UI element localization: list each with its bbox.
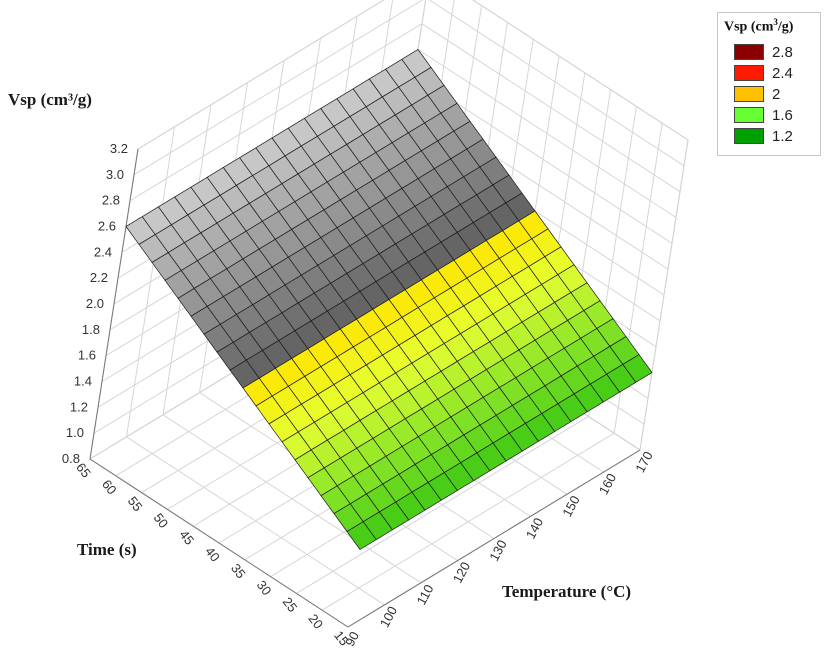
legend-entry: 1.6 (734, 105, 814, 126)
grid-line (296, 415, 589, 594)
vsp-axis-line (89, 148, 139, 460)
y-tick-label: 50 (151, 510, 172, 531)
z-tick-label: 1.2 (70, 399, 88, 414)
y-tick-label: 20 (305, 611, 326, 632)
z-tick-label: 2.8 (102, 193, 120, 208)
y-tick-label: 35 (228, 561, 249, 582)
y-axis-title: Time (s) (77, 540, 137, 559)
z-tick-label: 2.4 (94, 244, 112, 259)
grid-line (126, 126, 175, 437)
z-tick-label: 1.6 (78, 348, 96, 363)
legend-swatch (734, 65, 764, 82)
time-axis-line (89, 458, 349, 628)
surface-cell (346, 521, 377, 550)
y-tick-label: 40 (202, 544, 223, 565)
z-tick-label: 2.6 (98, 219, 116, 234)
z-tick-label: 1.8 (82, 322, 100, 337)
legend-entries: 2.8 2.4 2 1.6 1.2 (724, 42, 814, 147)
y-tick-label: 45 (176, 527, 197, 548)
legend-label: 1.2 (772, 127, 793, 145)
x-tick-label: 90 (342, 629, 362, 649)
x-axis-title: Temperature (°C) (502, 582, 632, 601)
grid-line (639, 139, 689, 451)
legend-entry: 1.2 (734, 126, 814, 147)
legend-entry: 2 (734, 84, 814, 105)
legend-entry: 2.4 (734, 63, 814, 84)
legend-swatch (734, 44, 764, 61)
z-tick-label: 1.0 (66, 425, 84, 440)
legend-swatch (734, 128, 764, 145)
z-tick-label: 2.2 (90, 270, 108, 285)
legend-entry: 2.8 (734, 42, 814, 63)
tick-labels: 0.8 1.0 1.2 1.4 1.6 1.8 2.0 2.2 2.4 2.6 2.8 3.0 3.2 9… (62, 141, 656, 649)
grid-line (321, 432, 615, 611)
legend-label: 1.6 (772, 106, 793, 124)
y-tick-label: 30 (254, 578, 275, 599)
legend-swatch (734, 107, 764, 124)
x-tick-label: 110 (414, 582, 437, 607)
y-tick-label: 60 (99, 477, 120, 498)
legend-swatch (734, 86, 764, 103)
response-surface (125, 49, 653, 550)
legend-label: 2.8 (772, 43, 793, 61)
temperature-axis-line (347, 449, 641, 628)
legend-label: 2.4 (772, 64, 793, 82)
y-tick-label: 25 (280, 594, 301, 615)
z-tick-label: 2.0 (86, 296, 104, 311)
z-tick-label: 0.8 (62, 451, 80, 466)
z-tick-label: 1.4 (74, 374, 92, 389)
z-tick-label: 3.2 (110, 141, 128, 156)
z-axis-title: Vsp (cm³/g) (8, 90, 92, 109)
legend-label: 2 (772, 85, 781, 103)
legend-title: Vsp (cm3/g) (724, 17, 794, 35)
z-tick-label: 3.0 (106, 167, 124, 182)
y-tick-label: 55 (125, 494, 146, 515)
legend: Vsp (cm3/g) 2.8 2.4 2 1.6 1.2 (717, 12, 821, 156)
